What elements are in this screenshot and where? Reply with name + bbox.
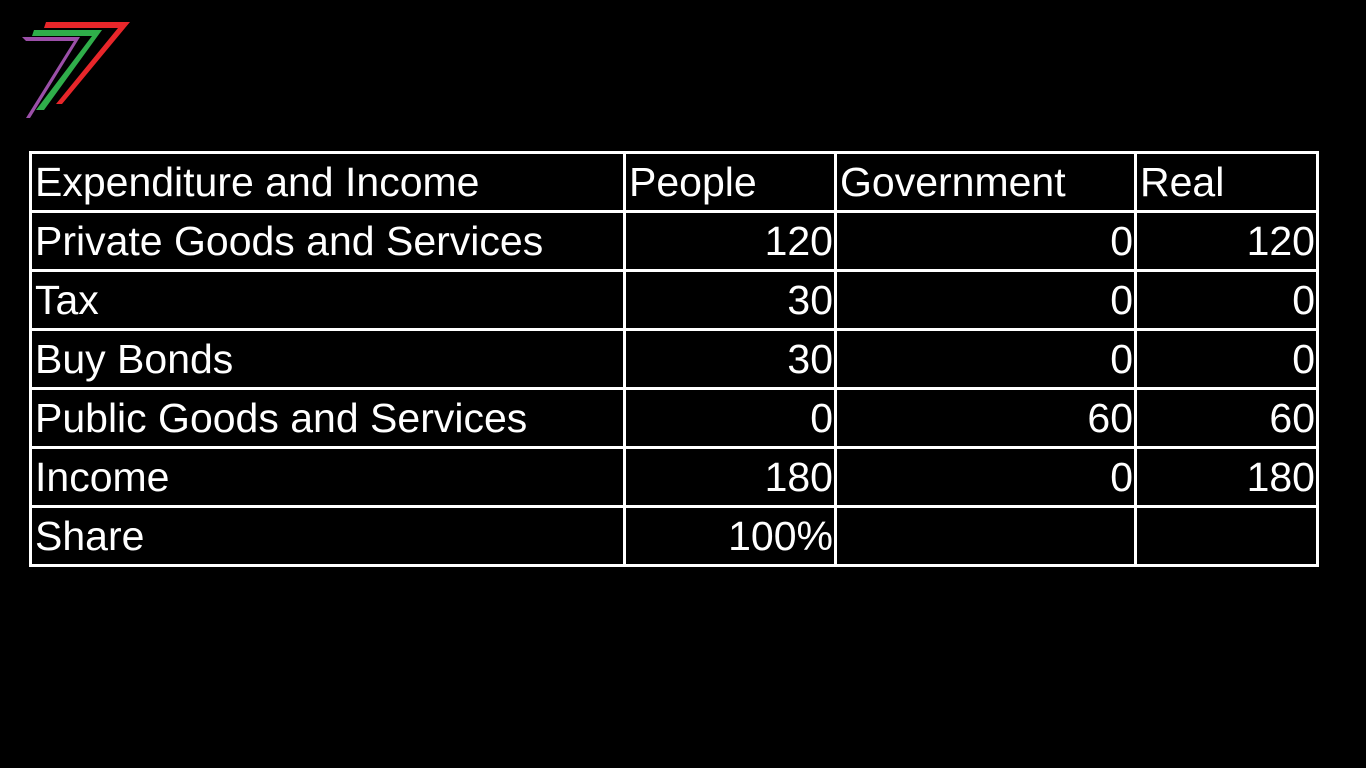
cell-real: 0 (1134, 269, 1319, 331)
cell-real: 180 (1134, 446, 1319, 508)
row-label: Public Goods and Services (29, 387, 626, 449)
header-cell-people: People (623, 151, 837, 213)
cell-government: 60 (834, 387, 1137, 449)
cell-government: 0 (834, 446, 1137, 508)
cell-real: 0 (1134, 328, 1319, 390)
cell-people: 30 (623, 328, 837, 390)
cell-government: 0 (834, 269, 1137, 331)
header-cell-government: Government (834, 151, 1137, 213)
cell-government (834, 505, 1137, 567)
cell-people: 100% (623, 505, 837, 567)
cell-real: 60 (1134, 387, 1319, 449)
cell-government: 0 (834, 210, 1137, 272)
cell-people: 30 (623, 269, 837, 331)
table-row: Buy Bonds 30 0 0 (29, 328, 1319, 390)
cell-real: 120 (1134, 210, 1319, 272)
table-row: Private Goods and Services 120 0 120 (29, 210, 1319, 272)
table-row: Public Goods and Services 0 60 60 (29, 387, 1319, 449)
logo-green-stroke (32, 30, 102, 110)
cell-government: 0 (834, 328, 1137, 390)
cell-people: 120 (623, 210, 837, 272)
cell-people: 180 (623, 446, 837, 508)
row-label: Private Goods and Services (29, 210, 626, 272)
table-header-row: Expenditure and Income People Government… (29, 151, 1319, 213)
cell-real (1134, 505, 1319, 567)
header-cell-category: Expenditure and Income (29, 151, 626, 213)
table-row: Share 100% (29, 505, 1319, 567)
table-row: Tax 30 0 0 (29, 269, 1319, 331)
logo-purple-stroke (22, 37, 80, 118)
seven-logo-icon (22, 22, 130, 118)
cell-people: 0 (623, 387, 837, 449)
expenditure-income-table: Expenditure and Income People Government… (29, 151, 1319, 567)
row-label: Income (29, 446, 626, 508)
row-label: Buy Bonds (29, 328, 626, 390)
header-cell-real: Real (1134, 151, 1319, 213)
table-row: Income 180 0 180 (29, 446, 1319, 508)
row-label: Tax (29, 269, 626, 331)
row-label: Share (29, 505, 626, 567)
logo-red-stroke (44, 22, 130, 104)
